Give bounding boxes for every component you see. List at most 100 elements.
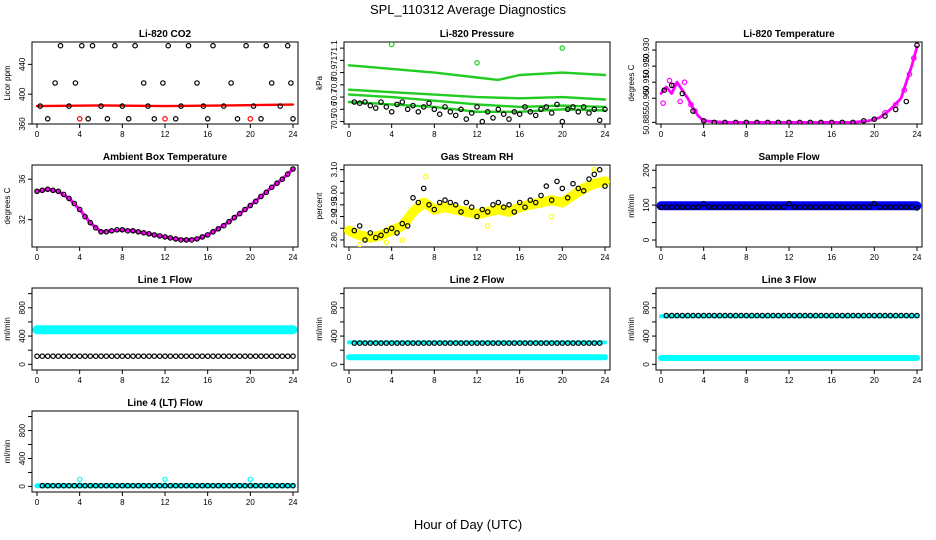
data-point xyxy=(165,42,172,49)
data-point xyxy=(103,482,110,489)
data-point xyxy=(66,353,72,360)
data-point xyxy=(284,42,291,49)
x-tick-label: 12 xyxy=(785,376,794,385)
data-point xyxy=(575,340,582,346)
data-point xyxy=(242,482,248,489)
data-point xyxy=(855,204,862,210)
data-point xyxy=(130,353,136,360)
data-point xyxy=(700,200,707,207)
panel-line3: Line 3 Flow ml/min 0 4 8 12 16 20 24 0 400 800 xyxy=(627,275,923,385)
data-point xyxy=(543,183,550,189)
data-point xyxy=(796,312,803,319)
data-point xyxy=(82,353,88,360)
data-point xyxy=(194,80,200,86)
data-point xyxy=(415,199,422,206)
data-point xyxy=(580,188,587,194)
data-point xyxy=(114,482,120,489)
data-point xyxy=(263,482,270,489)
data-point xyxy=(162,476,168,483)
data-layer xyxy=(35,42,296,122)
data-point xyxy=(119,227,126,233)
data-point xyxy=(706,204,712,210)
data-point xyxy=(548,197,555,203)
y-axis-label: ml/min xyxy=(627,194,636,218)
data-point xyxy=(135,229,142,235)
x-tick-label: 20 xyxy=(870,376,879,385)
data-point xyxy=(722,119,728,124)
x-tick-label: 20 xyxy=(870,253,879,262)
data-point xyxy=(780,204,787,210)
data-point xyxy=(247,202,254,209)
data-point xyxy=(236,482,243,489)
y-tick-label: 800 xyxy=(330,301,339,315)
data-point xyxy=(818,119,824,124)
data-point xyxy=(367,102,374,109)
data-point xyxy=(172,482,179,489)
data-point xyxy=(167,353,174,360)
data-point xyxy=(743,312,750,319)
data-point xyxy=(399,340,406,346)
y-tick-label: 0 xyxy=(642,362,651,367)
data-point xyxy=(506,202,512,208)
y-tick-label: 400 xyxy=(642,329,651,343)
data-point xyxy=(871,312,878,319)
data-point xyxy=(580,104,587,110)
data-point xyxy=(44,482,51,489)
x-tick-label: 0 xyxy=(659,130,664,139)
x-axis-title: Hour of Day (UTC) xyxy=(413,517,523,532)
data-point xyxy=(892,312,899,319)
data-point xyxy=(410,102,416,109)
x-tick-label: 12 xyxy=(161,498,170,507)
data-point xyxy=(420,104,427,110)
data-point xyxy=(914,205,920,211)
data-point xyxy=(677,98,684,105)
data-point xyxy=(76,353,83,360)
data-point xyxy=(914,42,920,49)
data-point xyxy=(442,340,448,346)
data-point xyxy=(431,106,438,113)
data-point xyxy=(802,312,808,319)
data-point xyxy=(194,353,200,360)
panel-co2: Li-820 CO2 Licor ppm 0 4 8 12 16 20 24 360 400 440 xyxy=(3,29,299,139)
panel-line1: Line 1 Flow ml/min 0 4 8 12 16 20 24 0 400 800 xyxy=(3,275,299,385)
data-point xyxy=(807,312,814,319)
data-point xyxy=(210,42,216,49)
x-tick-label: 16 xyxy=(203,130,212,139)
data-point xyxy=(243,42,249,49)
data-point xyxy=(284,482,291,489)
data-point xyxy=(188,353,195,360)
x-tick-label: 24 xyxy=(289,498,298,507)
y-tick-label: 71.1 xyxy=(330,40,339,56)
data-point xyxy=(695,312,702,319)
data-point xyxy=(791,312,798,319)
data-point xyxy=(247,353,254,360)
data-point xyxy=(388,340,395,346)
x-tick-label: 20 xyxy=(246,376,255,385)
data-point xyxy=(679,312,686,319)
x-tick-label: 24 xyxy=(601,376,610,385)
data-point xyxy=(290,353,296,360)
x-tick-label: 12 xyxy=(161,376,170,385)
data-point xyxy=(670,82,677,89)
panel-title: Line 2 Flow xyxy=(450,275,505,286)
x-tick-label: 24 xyxy=(289,253,298,262)
data-point xyxy=(399,99,406,105)
data-point xyxy=(362,340,368,346)
data-point xyxy=(458,106,464,113)
data-point xyxy=(87,219,94,226)
data-point xyxy=(700,312,707,319)
data-point xyxy=(39,353,46,360)
data-point xyxy=(50,482,56,489)
data-point xyxy=(92,225,99,231)
data-point xyxy=(871,116,878,123)
data-point xyxy=(554,340,560,346)
data-point xyxy=(436,199,443,206)
x-tick-label: 0 xyxy=(35,253,40,262)
data-point xyxy=(226,218,232,225)
data-point xyxy=(554,101,560,108)
data-point xyxy=(151,482,158,489)
data-point xyxy=(231,482,238,489)
data-point xyxy=(716,204,723,210)
x-tick-label: 8 xyxy=(744,130,749,139)
